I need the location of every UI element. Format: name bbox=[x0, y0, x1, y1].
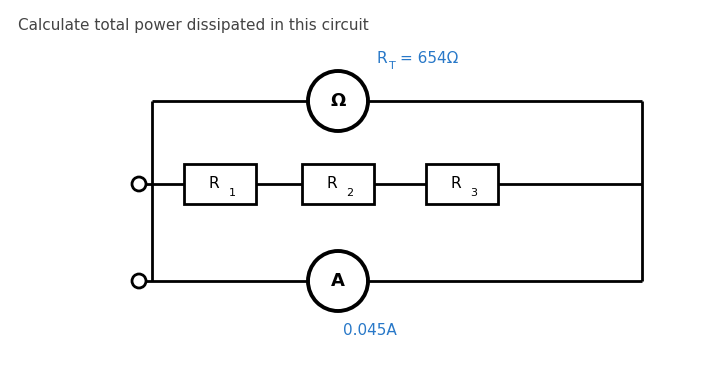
Text: R: R bbox=[451, 176, 461, 191]
Text: 0.045A: 0.045A bbox=[343, 323, 397, 338]
Circle shape bbox=[308, 71, 368, 131]
Text: Ω: Ω bbox=[331, 92, 346, 110]
Text: Calculate total power dissipated in this circuit: Calculate total power dissipated in this… bbox=[18, 18, 369, 33]
Text: R: R bbox=[209, 176, 219, 191]
Text: R: R bbox=[327, 176, 337, 191]
Text: A: A bbox=[331, 272, 345, 290]
FancyBboxPatch shape bbox=[426, 164, 498, 204]
Text: 2: 2 bbox=[347, 188, 354, 198]
Text: R: R bbox=[376, 51, 386, 66]
Circle shape bbox=[132, 274, 146, 288]
FancyBboxPatch shape bbox=[302, 164, 374, 204]
Text: = 654Ω: = 654Ω bbox=[400, 51, 458, 66]
FancyBboxPatch shape bbox=[184, 164, 256, 204]
Text: 3: 3 bbox=[471, 188, 478, 198]
Text: 1: 1 bbox=[228, 188, 236, 198]
Circle shape bbox=[308, 251, 368, 311]
Text: T: T bbox=[389, 61, 396, 71]
Circle shape bbox=[132, 177, 146, 191]
